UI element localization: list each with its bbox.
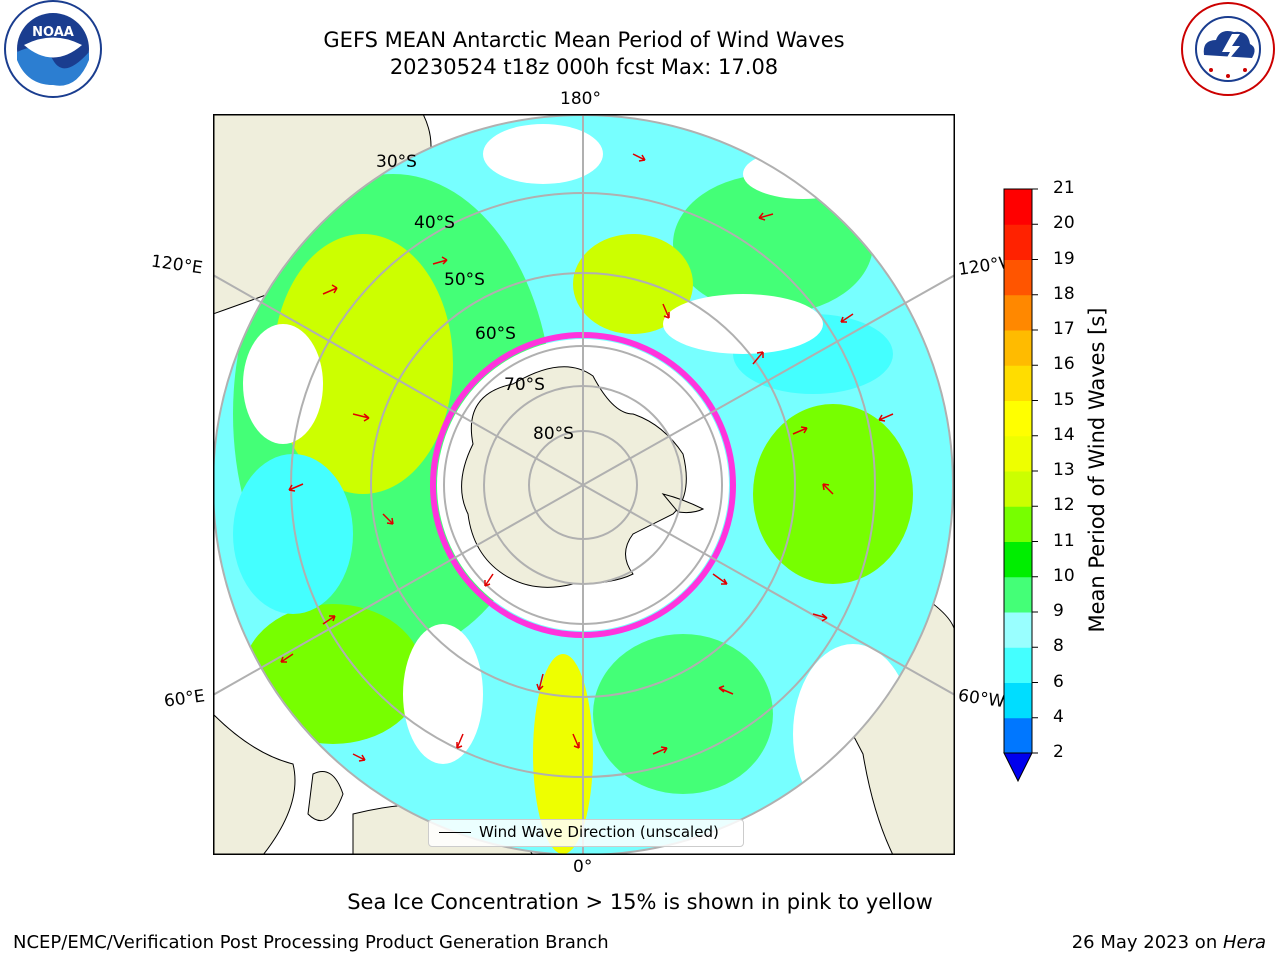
colorbar-segment <box>1004 682 1032 719</box>
colorbar-segment <box>1004 330 1032 366</box>
colorbar-segment <box>1004 647 1032 683</box>
footer-right: 26 May 2023 on Hera <box>1072 932 1266 953</box>
lat-label-80s: 80°S <box>533 424 574 444</box>
colorbar-segment <box>1004 189 1032 225</box>
colorbar-tick-label: 2 <box>1053 742 1064 762</box>
colorbar-extend-min <box>1003 752 1033 783</box>
legend-line-swatch <box>439 832 471 833</box>
colorbar-segment <box>1004 224 1032 260</box>
lon-label-lower-left: 60°E <box>162 686 207 712</box>
nws-logo <box>1176 0 1280 100</box>
colorbar <box>1000 186 1040 786</box>
land-antarctica <box>461 366 687 588</box>
footer-date: 26 May 2023 on <box>1071 932 1223 953</box>
colorbar-tick-label: 20 <box>1053 213 1075 234</box>
map-legend: Wind Wave Direction (unscaled) <box>428 819 744 847</box>
land-africa <box>214 714 296 854</box>
svg-text:NOAA: NOAA <box>32 25 74 40</box>
lon-label-lower-right: 60°W <box>956 685 1007 713</box>
colorbar-tick-label: 15 <box>1053 389 1075 410</box>
colorbar-tick-label: 6 <box>1053 671 1064 692</box>
colorbar-segment <box>1004 576 1032 613</box>
chart-subtitle: 20230524 t18z 000h fcst Max: 17.08 <box>389 55 779 79</box>
legend-label: Wind Wave Direction (unscaled) <box>479 823 719 841</box>
land-antarctic-peninsula <box>661 493 705 514</box>
colorbar-segment <box>1004 294 1032 331</box>
colorbar-tick-label: 16 <box>1053 354 1075 375</box>
colorbar-tick-label: 18 <box>1053 283 1075 304</box>
noaa-logo: NOAA <box>2 0 104 100</box>
colorbar-tick-label: 8 <box>1053 636 1064 657</box>
colorbar-tick-label: 4 <box>1053 706 1064 727</box>
footer-left: NCEP/EMC/Verification Post Processing Pr… <box>13 932 609 953</box>
lat-label-60s: 60°S <box>475 324 516 344</box>
wind-wave-arrows <box>280 153 894 762</box>
lon-label-bottom: 0° <box>573 857 593 877</box>
colorbar-tick-label: 19 <box>1053 248 1075 269</box>
colorbar-label: Mean Period of Wind Waves [s] <box>1085 307 1109 633</box>
lat-label-50s: 50°S <box>444 270 485 290</box>
colorbar-tick-label: 9 <box>1053 601 1064 621</box>
colorbar-segment <box>1004 471 1032 507</box>
chart-title: GEFS MEAN Antarctic Mean Period of Wind … <box>323 28 845 52</box>
sea-ice-note: Sea Ice Concentration > 15% is shown in … <box>347 890 933 914</box>
colorbar-segment <box>1004 612 1032 648</box>
colorbar-tick-label: 10 <box>1053 565 1075 586</box>
colorbar-tick-label: 13 <box>1053 460 1075 480</box>
land-madagascar <box>307 771 344 822</box>
lat-label-40s: 40°S <box>414 213 455 233</box>
colorbar-tick-label: 14 <box>1053 424 1075 445</box>
lat-label-30s: 30°S <box>376 152 417 172</box>
colorbar-segment <box>1004 506 1032 542</box>
colorbar-segment <box>1004 435 1032 472</box>
colorbar-tick-label: 21 <box>1053 178 1075 198</box>
lon-label-top: 180° <box>560 89 601 109</box>
colorbar-tick-label: 17 <box>1053 319 1075 339</box>
lat-label-70s: 70°S <box>504 375 545 395</box>
colorbar-tick-label: 11 <box>1053 530 1075 551</box>
colorbar-segment <box>1004 259 1032 296</box>
footer-machine: Hera <box>1222 932 1266 953</box>
polar-map <box>213 114 955 855</box>
colorbar-tick-label: 12 <box>1053 495 1075 516</box>
colorbar-segment <box>1004 717 1032 754</box>
colorbar-segment <box>1004 400 1032 437</box>
colorbar-segment <box>1004 365 1032 401</box>
lon-label-upper-left: 120°E <box>149 251 204 279</box>
colorbar-segment <box>1004 541 1032 578</box>
